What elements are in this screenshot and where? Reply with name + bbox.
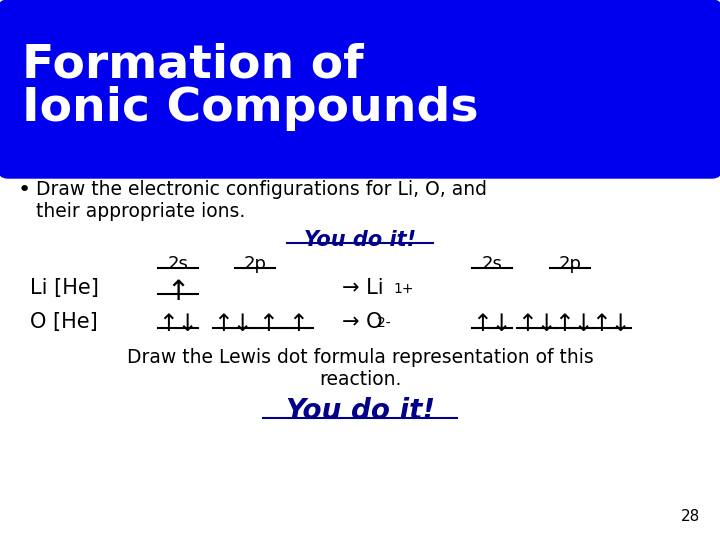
- Text: 2s: 2s: [168, 255, 189, 273]
- Text: ↑↓: ↑↓: [213, 312, 253, 336]
- Text: ↑: ↑: [288, 312, 308, 336]
- Text: Formation of: Formation of: [22, 42, 364, 87]
- Text: → Li: → Li: [342, 278, 384, 298]
- Text: ↑↓: ↑↓: [472, 312, 512, 336]
- Text: Draw the Lewis dot formula representation of this: Draw the Lewis dot formula representatio…: [127, 348, 593, 367]
- Text: their appropriate ions.: their appropriate ions.: [36, 202, 246, 221]
- Text: ↑↓: ↑↓: [554, 312, 594, 336]
- Text: ↑↓: ↑↓: [591, 312, 631, 336]
- Text: Li [He]: Li [He]: [30, 278, 99, 298]
- Text: You do it!: You do it!: [286, 397, 434, 425]
- Text: •: •: [18, 180, 31, 200]
- Text: 2-: 2-: [377, 316, 391, 330]
- Text: ↑↓: ↑↓: [517, 312, 557, 336]
- Text: 1+: 1+: [393, 282, 413, 296]
- Text: → O: → O: [342, 312, 382, 332]
- Text: Draw the electronic configurations for Li, O, and: Draw the electronic configurations for L…: [36, 180, 487, 199]
- Text: 2s: 2s: [482, 255, 503, 273]
- Text: Ionic Compounds: Ionic Compounds: [22, 86, 479, 131]
- Text: ↑: ↑: [258, 312, 278, 336]
- Text: 2p: 2p: [243, 255, 266, 273]
- FancyBboxPatch shape: [0, 0, 720, 178]
- Text: O [He]: O [He]: [30, 312, 98, 332]
- Text: ↑: ↑: [166, 278, 189, 306]
- Text: You do it!: You do it!: [304, 230, 416, 250]
- Text: ↑↓: ↑↓: [158, 312, 198, 336]
- Text: 2p: 2p: [559, 255, 582, 273]
- Text: reaction.: reaction.: [319, 370, 401, 389]
- Text: 28: 28: [680, 509, 700, 524]
